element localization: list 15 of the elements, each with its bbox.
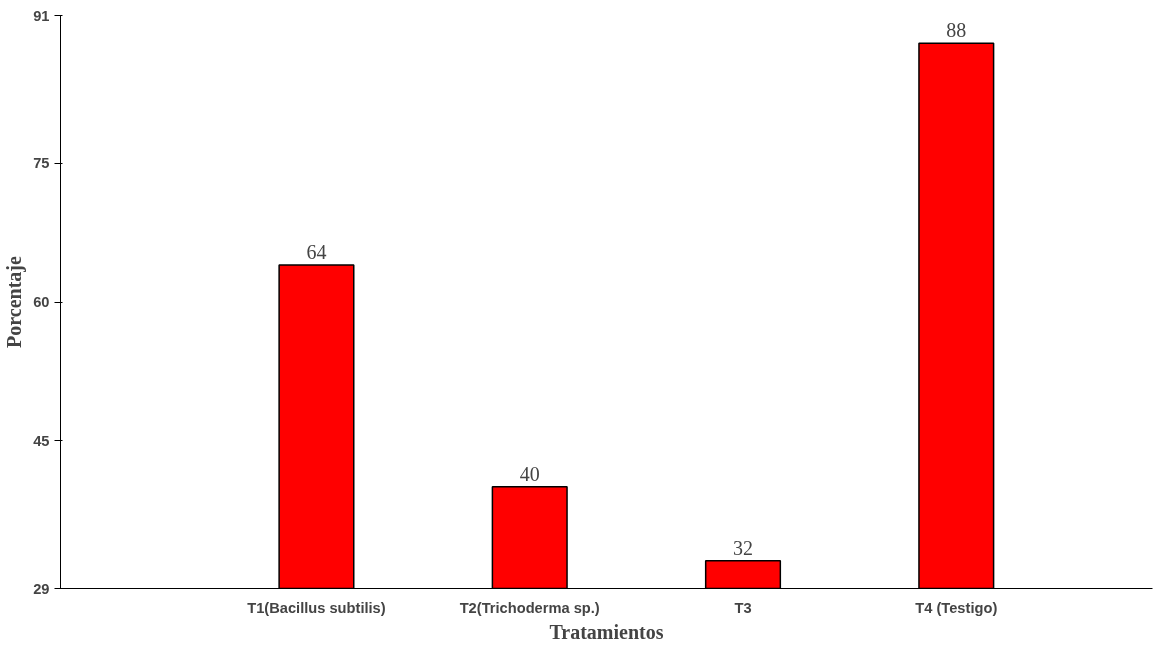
y-tick-label: 45 — [33, 432, 50, 449]
x-tick-label: T4 (Testigo) — [915, 599, 998, 616]
x-tick-label: T1(Bacillus subtilis) — [247, 599, 386, 616]
data-label: 40 — [519, 462, 540, 485]
y-tick-label: 60 — [33, 294, 50, 310]
data-label: 88 — [946, 19, 967, 42]
y-tick-label: 75 — [33, 155, 50, 172]
y-axis-title: Porcentaje — [3, 255, 27, 348]
x-tick-label: T2(Trichoderma sp.) — [459, 599, 600, 616]
x-axis-title: Tratamientos — [549, 620, 664, 643]
x-tick-label: T3 — [734, 599, 752, 616]
data-label: 32 — [733, 536, 753, 559]
y-tick-label: 91 — [33, 7, 50, 24]
data-label: 64 — [306, 241, 327, 264]
y-tick-label: 29 — [33, 580, 50, 597]
